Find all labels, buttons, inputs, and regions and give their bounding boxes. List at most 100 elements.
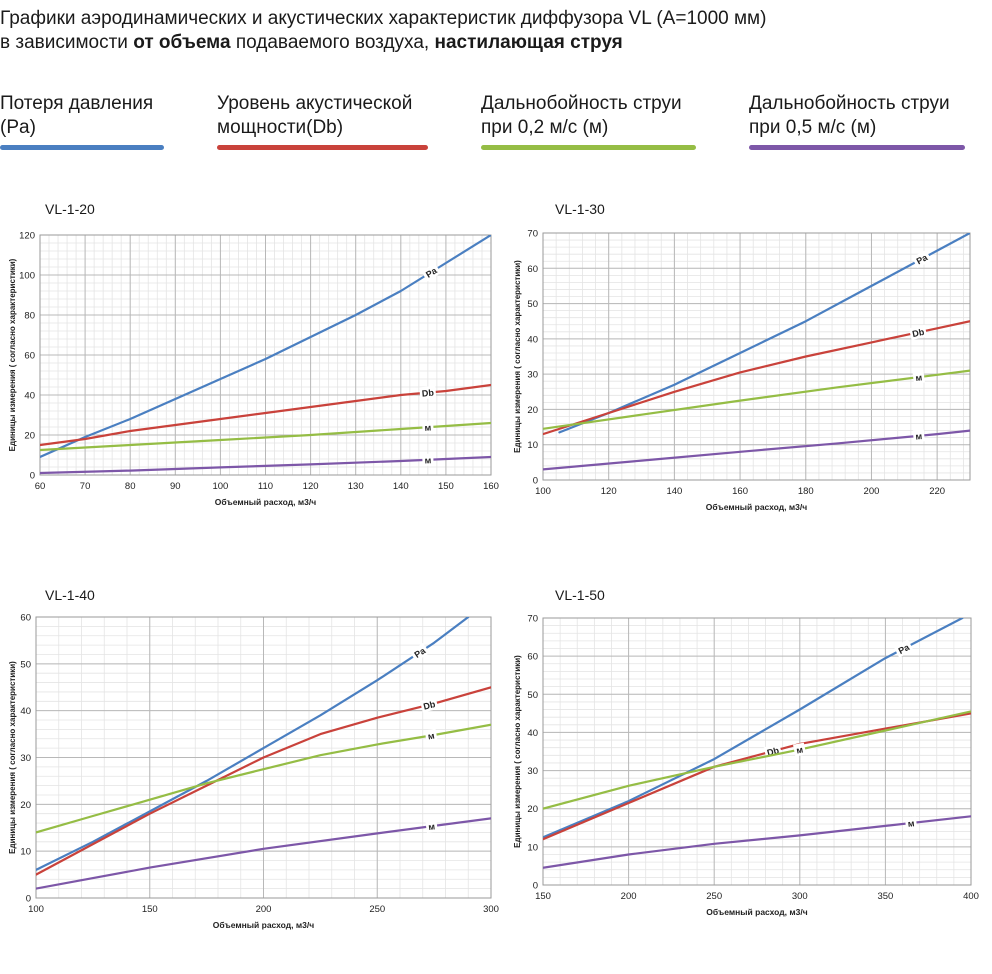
y-tick-label: 10 [527, 440, 538, 451]
y-tick-label: 40 [527, 334, 538, 345]
series-inline-label: м [425, 819, 438, 833]
legend-item-throw-05: Дальнобойность струи при 0,5 м/с (м) [749, 92, 989, 150]
x-tick-label: 110 [258, 481, 273, 492]
series-label-bg [425, 819, 438, 833]
chart-title: VL-1-30 [555, 201, 605, 217]
series-label-text: м [795, 744, 804, 755]
y-tick-label: 60 [527, 652, 538, 663]
y-tick-label: 20 [24, 431, 35, 442]
y-tick-label: 20 [527, 804, 538, 815]
chart-vl-1-50: 150 200 250 300 350 400 0 10 20 30 40 50 60 70 Объемны… [513, 614, 979, 918]
y-tick-label: 40 [20, 706, 31, 717]
x-axis-label: Объемный расход, м3/ч [706, 502, 807, 512]
x-tick-label: 140 [666, 486, 682, 497]
series-line [40, 383, 491, 447]
plot-frame [542, 617, 972, 886]
x-tick-label: 300 [483, 904, 499, 915]
y-tick-label: 10 [527, 842, 538, 853]
y-axis-label: Единицы измерения ( согласно характерист… [8, 661, 17, 854]
series-inline-label: м [424, 728, 438, 743]
x-tick-label: 200 [864, 486, 880, 497]
legend-label: Потеря давления (Pa) [0, 93, 154, 138]
y-tick-label: 10 [20, 847, 31, 858]
x-tick-label: 180 [798, 486, 814, 497]
series-line [543, 429, 970, 471]
series-label-text: Db [911, 327, 925, 339]
chart-vl-1-30: 100 120 140 160 180 200 220 0 10 20 30 40 50 60 70 Объе… [513, 229, 971, 512]
y-axis-label: Единицы измерения ( согласно характерист… [513, 260, 522, 453]
header-text-1: в зависимости [0, 32, 134, 53]
plot-area [543, 618, 971, 885]
y-tick-label: 100 [19, 271, 35, 282]
series-label-bg [893, 639, 914, 658]
y-tick-label: 0 [26, 894, 31, 905]
x-tick-label: 130 [348, 481, 364, 492]
series-label-bg [421, 262, 442, 282]
x-tick-label: 120 [601, 486, 617, 497]
y-tick-label: 30 [20, 753, 31, 764]
y-axis-label: Единицы измерения ( согласно характерист… [8, 258, 17, 451]
plot-area [543, 233, 970, 480]
chart-title: VL-1-50 [555, 587, 605, 603]
x-axis-label: Объемный расход, м3/ч [213, 920, 314, 930]
x-tick-label: 140 [393, 481, 409, 492]
y-tick-label: 60 [527, 264, 538, 275]
legend-swatch [0, 145, 164, 150]
plot-frame [35, 616, 492, 899]
series-line [40, 455, 491, 475]
chart-title: VL-1-20 [45, 201, 95, 217]
series-inline-label: м [912, 429, 925, 443]
x-tick-label: 300 [792, 891, 808, 902]
chart-vl-1-20: 60 70 80 90 100 110 120 130 140 150 160 0 20 40 60 80 10… [8, 231, 499, 508]
series-line [543, 710, 971, 810]
series-label-text: Db [422, 699, 437, 712]
y-tick-label: 20 [527, 405, 538, 416]
x-tick-label: 120 [303, 481, 319, 492]
series-inline-label: м [422, 453, 434, 467]
series-inline-label: Pa [893, 639, 914, 658]
series-label-text: м [915, 372, 923, 383]
legend-swatch [481, 145, 696, 150]
legend-label: Дальнобойность струи при 0,5 м/с (м) [749, 93, 950, 138]
header-line-2: в зависимости от объема подаваемого возд… [0, 31, 992, 55]
x-tick-label: 250 [369, 904, 385, 915]
header-line-1: Графики аэродинамических и акустических … [0, 8, 767, 29]
series-label-bg [911, 249, 932, 268]
x-tick-label: 150 [142, 904, 158, 915]
series-label-text: м [424, 422, 432, 432]
y-axis-label: Единицы измерения ( согласно характерист… [513, 655, 522, 848]
series-label-bg [409, 642, 430, 662]
series-line [36, 686, 491, 876]
series-label-text: м [907, 818, 915, 829]
x-tick-label: 100 [535, 486, 551, 497]
y-tick-label: 60 [24, 351, 35, 362]
y-tick-label: 20 [20, 800, 31, 811]
series-label-text: м [424, 455, 431, 465]
series-label-text: м [428, 821, 436, 832]
x-axis-label: Объемный расход, м3/ч [706, 907, 807, 917]
series-label-text: м [915, 431, 923, 442]
series-line [40, 421, 491, 452]
header-bold-1: от объема [133, 32, 231, 53]
x-tick-label: 150 [438, 481, 454, 492]
x-tick-label: 350 [877, 891, 893, 902]
series-line [543, 815, 971, 869]
series-line [543, 320, 970, 436]
x-tick-label: 150 [535, 891, 551, 902]
y-tick-label: 30 [527, 766, 538, 777]
header-bold-2: настилающая струя [434, 32, 623, 53]
series-label-bg [422, 420, 434, 434]
x-tick-label: 220 [929, 486, 945, 497]
y-tick-label: 40 [24, 391, 35, 402]
series-inline-label: Pa [421, 262, 442, 282]
x-tick-label: 160 [732, 486, 748, 497]
y-tick-label: 40 [527, 728, 538, 739]
series-inline-label: Pa [911, 249, 932, 268]
series-line [36, 723, 491, 834]
chart-vl-1-40: 100 150 200 250 300 0 10 20 30 40 50 60 Объемный рас… [8, 613, 499, 931]
series-label-bg [904, 816, 918, 830]
y-tick-label: 0 [30, 471, 35, 482]
y-tick-label: 60 [20, 613, 31, 624]
series-label-text: Db [421, 388, 434, 399]
series-inline-label: Pa [409, 642, 430, 662]
